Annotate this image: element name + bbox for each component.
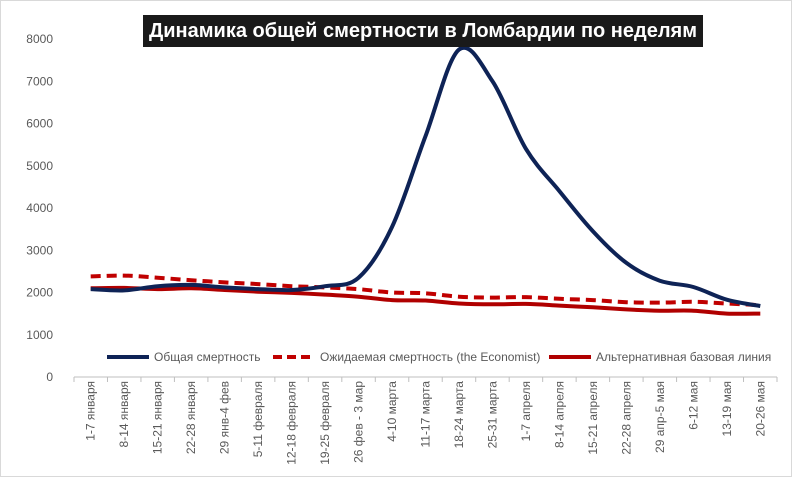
y-tick-label: 3000 xyxy=(26,243,53,257)
x-tick-label: 19-25 февраля xyxy=(318,381,332,465)
alternative-baseline-line xyxy=(90,285,761,316)
x-tick-label: 6-12 мая xyxy=(686,381,700,430)
legend-item-alternative: Альтернативная базовая линия xyxy=(549,350,771,364)
x-axis-labels: 1-7 января 8-14 января 15-21 января 22-28 я… xyxy=(84,381,768,465)
x-tick-label: 11-17 марта xyxy=(419,381,433,448)
x-tick-label: 25-31 марта xyxy=(485,381,499,449)
x-tick-label: 5-11 февраля xyxy=(251,381,265,457)
x-tick-label: 22-28 апреля xyxy=(619,381,633,455)
expected-mortality-line xyxy=(90,273,761,308)
series-lines xyxy=(90,45,761,316)
x-tick-label: 8-14 апреля xyxy=(552,381,566,448)
chart-title: Динамика общей смертности в Ломбардии по… xyxy=(143,15,703,47)
x-tick-label: 18-24 марта xyxy=(452,381,466,449)
x-tick-label: 29 янв-4 фев xyxy=(218,381,232,454)
legend: Общая смертность Ожидаемая смертность (th… xyxy=(107,350,771,364)
x-axis-ticks xyxy=(73,377,778,382)
x-tick-label: 26 фев - 3 мар xyxy=(352,381,366,463)
y-tick-label: 1000 xyxy=(26,328,53,342)
x-tick-label: 12-18 февраля xyxy=(285,381,299,465)
legend-label: Общая смертность xyxy=(154,350,260,364)
y-tick-label: 7000 xyxy=(26,74,53,88)
x-tick-label: 20-26 мая xyxy=(753,381,767,436)
x-tick-label: 22-28 января xyxy=(184,381,198,454)
x-tick-label: 8-14 января xyxy=(117,381,131,447)
x-tick-label: 15-21 апреля xyxy=(586,381,600,455)
legend-label: Ожидаемая смертность (the Economist) xyxy=(320,350,540,364)
legend-item-total: Общая смертность xyxy=(107,350,260,364)
x-tick-label: 1-7 апреля xyxy=(519,381,533,441)
y-tick-label: 5000 xyxy=(26,159,53,173)
y-tick-label: 2000 xyxy=(26,286,53,300)
x-tick-label: 13-19 мая xyxy=(720,381,734,436)
y-tick-label: 8000 xyxy=(26,32,53,46)
y-axis-labels: 0 1000 2000 3000 4000 5000 6000 7000 8000 xyxy=(26,32,53,384)
y-tick-label: 0 xyxy=(46,370,53,384)
x-tick-label: 29 апр-5 мая xyxy=(653,381,667,453)
legend-label: Альтернативная базовая линия xyxy=(596,350,771,364)
x-tick-label: 15-21 января xyxy=(151,381,165,454)
x-tick-label: 1-7 января xyxy=(84,381,98,441)
total-mortality-line xyxy=(90,45,761,308)
y-tick-label: 6000 xyxy=(26,117,53,131)
y-tick-label: 4000 xyxy=(26,201,53,215)
x-tick-label: 4-10 марта xyxy=(385,381,399,442)
legend-item-expected: Ожидаемая смертность (the Economist) xyxy=(273,350,540,364)
